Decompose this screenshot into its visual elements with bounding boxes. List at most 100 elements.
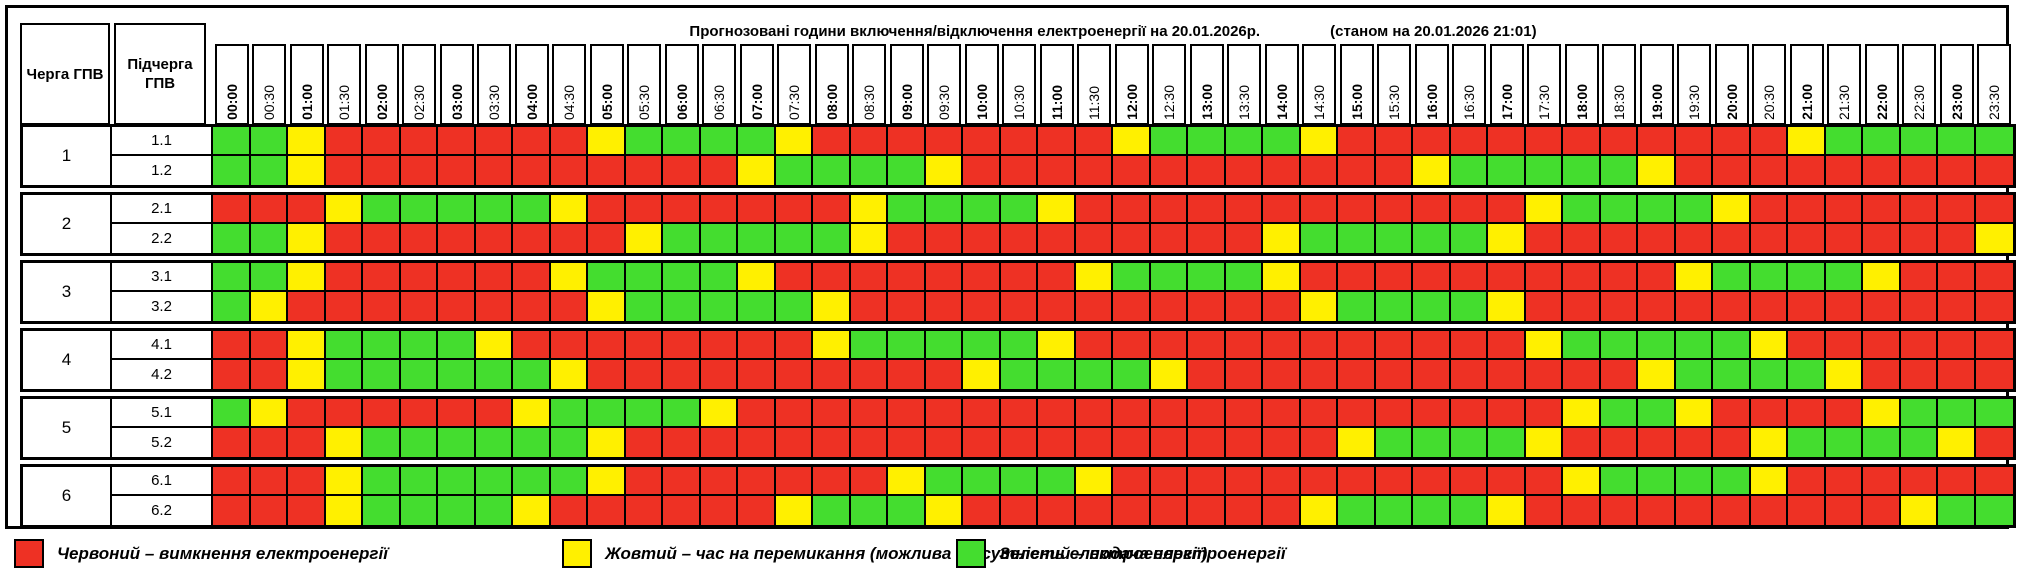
slot-cell <box>513 156 551 185</box>
slot-cell <box>925 127 963 154</box>
slot-cell <box>363 428 401 457</box>
slot-cell <box>813 263 851 290</box>
slot-cell <box>700 195 738 222</box>
slot-cell <box>1938 127 1976 154</box>
slot-cell <box>1075 263 1113 290</box>
time-label-text: 04:00 <box>523 84 540 120</box>
slot-cell <box>1450 195 1488 222</box>
subqueue-cell: 1.2 <box>112 156 213 185</box>
slot-cell <box>1188 399 1226 426</box>
time-label: 14:30 <box>1302 44 1336 125</box>
slot-cell <box>1300 127 1338 154</box>
slot-cell <box>850 467 888 494</box>
slot-cell <box>550 360 588 389</box>
slot-cell <box>963 467 1001 494</box>
slot-cell <box>1675 156 1713 185</box>
subqueue-cell: 2.1 <box>112 195 213 222</box>
slot-cell <box>213 127 251 154</box>
slot-cell <box>1113 263 1151 290</box>
slot-cell <box>1150 263 1188 290</box>
time-label-text: 03:00 <box>448 84 465 120</box>
slot-cell <box>850 292 888 321</box>
slot-cell <box>475 195 513 222</box>
slot-cell <box>1563 292 1601 321</box>
time-label: 08:00 <box>814 44 849 125</box>
queue-cell: 4 <box>23 331 112 389</box>
slot-cell <box>1113 224 1151 253</box>
slot-cell <box>1975 467 2013 494</box>
slot-cell <box>1863 467 1901 494</box>
slot-cell <box>850 428 888 457</box>
slot-cell <box>513 467 551 494</box>
slot-cell <box>1225 263 1263 290</box>
slot-cell <box>438 292 476 321</box>
slot-cell <box>1300 331 1338 358</box>
slot-cell <box>1075 331 1113 358</box>
time-label-text: 10:30 <box>1011 84 1027 120</box>
slot-cell <box>775 156 813 185</box>
slot-cell <box>1900 428 1938 457</box>
slot-cell <box>625 156 663 185</box>
slot-cell <box>1825 224 1863 253</box>
slot-cell <box>1825 428 1863 457</box>
slot-cell <box>250 331 288 358</box>
slot-cell <box>1150 156 1188 185</box>
slot-cell <box>1788 428 1826 457</box>
slot-cell <box>1075 428 1113 457</box>
time-label-text: 12:00 <box>1123 84 1140 120</box>
slot-cell <box>513 496 551 525</box>
slot-cell <box>1563 399 1601 426</box>
slot-cell <box>813 399 851 426</box>
slot-cell <box>325 360 363 389</box>
slot-cell <box>1338 127 1376 154</box>
slot-cell <box>1450 224 1488 253</box>
slot-cell <box>925 156 963 185</box>
slot-cell <box>1000 195 1038 222</box>
slot-cell <box>1375 331 1413 358</box>
slot-cell <box>850 224 888 253</box>
slot-cell <box>438 331 476 358</box>
slot-cell <box>1300 292 1338 321</box>
slot-cell <box>1075 467 1113 494</box>
slot-cell <box>888 156 926 185</box>
slot-cell <box>588 360 626 389</box>
slot-cell <box>1488 467 1526 494</box>
slot-cell <box>1038 496 1076 525</box>
slot-cell <box>588 292 626 321</box>
time-label: 11:00 <box>1039 44 1074 125</box>
slot-cell <box>438 195 476 222</box>
slot-cell <box>1413 331 1451 358</box>
slot-cell <box>625 360 663 389</box>
time-label: 16:30 <box>1452 44 1486 125</box>
slot-cell <box>438 360 476 389</box>
slot-cell <box>1788 399 1826 426</box>
slot-cell <box>550 496 588 525</box>
slot-cell <box>1300 467 1338 494</box>
group-box: 6 6.1 6.2 <box>20 464 2016 528</box>
slot-cell <box>1338 360 1376 389</box>
time-label: 08:30 <box>852 44 886 125</box>
slot-cell <box>513 224 551 253</box>
slot-cell <box>288 156 326 185</box>
slot-cell <box>250 467 288 494</box>
slot-cell <box>1038 224 1076 253</box>
slot-cell <box>700 360 738 389</box>
slot-cell <box>1375 428 1413 457</box>
slot-cell <box>1375 399 1413 426</box>
time-label-text: 09:30 <box>936 84 952 120</box>
slot-cell <box>1525 292 1563 321</box>
slot-cell <box>1975 263 2013 290</box>
slot-cell <box>850 331 888 358</box>
slot-cell <box>1413 496 1451 525</box>
slot-cell <box>1000 292 1038 321</box>
slot-cell <box>1750 467 1788 494</box>
time-label: 06:30 <box>702 44 736 125</box>
slot-cell <box>1900 360 1938 389</box>
slot-cell <box>475 127 513 154</box>
slot-cell <box>1713 428 1751 457</box>
slot-cell <box>1488 428 1526 457</box>
subqueue-cell: 3.2 <box>112 292 213 321</box>
slot-cell <box>963 127 1001 154</box>
slot-cell <box>400 496 438 525</box>
